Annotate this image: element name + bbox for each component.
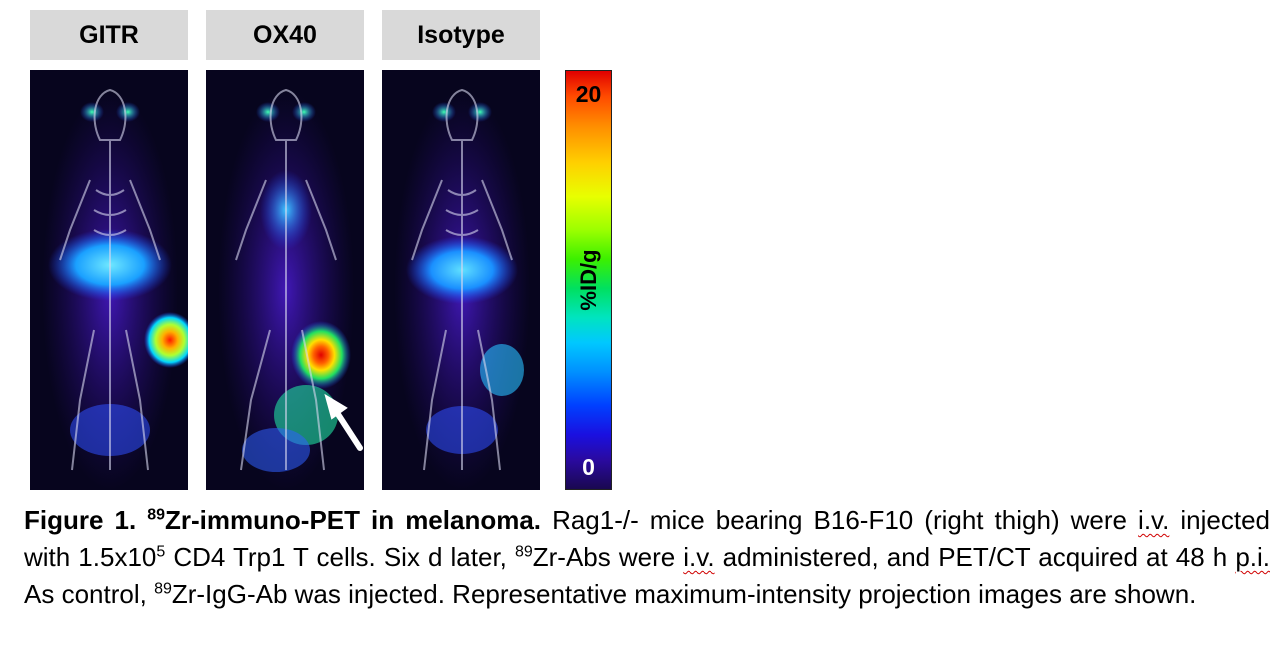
- caption-abbrev-pi: p.i.: [1235, 542, 1270, 572]
- caption-text-3: CD4 Trp1 T cells. Six d later,: [165, 542, 515, 572]
- caption-text-2: injected with 1.5x10: [24, 505, 1271, 572]
- caption-text-1: Rag1-/- mice bearing B16-F10 (right thig…: [541, 505, 1139, 535]
- pet-image-ox40: [206, 70, 364, 490]
- panel-label-isotype: Isotype: [382, 10, 540, 60]
- caption-text-4: Zr-Abs were: [532, 542, 684, 572]
- caption-exponent: 5: [156, 543, 166, 561]
- caption-text-5: administered, and PET/CT acquired at 48 …: [714, 542, 1236, 572]
- caption-abbrev-iv-2: i.v.: [683, 542, 715, 572]
- colorbar: 20 %ID/g 0: [565, 70, 612, 490]
- caption-text-6: As control,: [24, 579, 155, 609]
- caption-title-isotope-sup: 89: [147, 506, 166, 524]
- panel-label-gitr: GITR: [30, 10, 188, 60]
- caption-isotope-sup-3: 89: [154, 580, 172, 598]
- panel-label-ox40: OX40: [206, 10, 364, 60]
- colorbar-min-label: 0: [582, 454, 595, 480]
- figure-label: Figure 1.: [24, 505, 137, 535]
- caption-isotope-sup-2: 89: [514, 543, 533, 561]
- colorbar-unit-label: %ID/g: [575, 249, 601, 311]
- figure-caption: Figure 1. 89Zr-immuno-PET in melanoma. R…: [24, 502, 1270, 613]
- pet-image-isotype: [382, 70, 540, 490]
- pet-image-gitr: [30, 70, 188, 490]
- caption-title: Zr-immuno-PET in melanoma.: [165, 505, 542, 535]
- caption-abbrev-iv-1: i.v.: [1138, 505, 1170, 535]
- caption-text-7: Zr-IgG-Ab was injected. Representative m…: [171, 579, 1197, 609]
- colorbar-max-label: 20: [575, 81, 602, 107]
